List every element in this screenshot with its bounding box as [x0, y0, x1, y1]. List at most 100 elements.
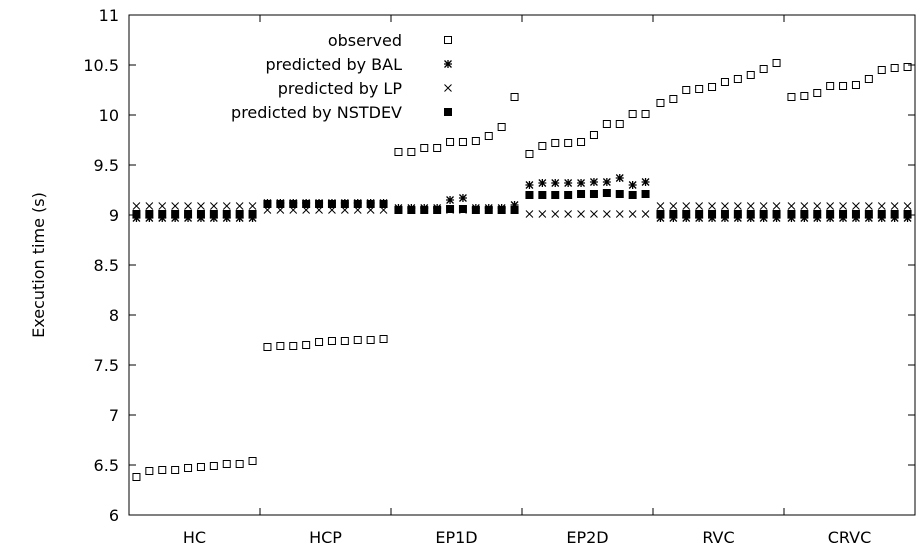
data-point: [564, 191, 573, 199]
data-point: [551, 191, 560, 199]
data-point: [733, 75, 742, 83]
data-point: [890, 210, 899, 218]
data-point: [864, 210, 873, 218]
y-tick-label: 9.5: [94, 156, 119, 175]
data-point: [471, 206, 480, 214]
data-point: [551, 179, 560, 187]
y-tick-label: 10.5: [83, 56, 119, 75]
legend-marker: [444, 108, 452, 116]
data-point: [538, 210, 547, 218]
data-point: [458, 138, 467, 146]
data-point: [800, 202, 809, 210]
data-point: [209, 202, 218, 210]
data-point: [682, 202, 691, 210]
data-point: [171, 202, 180, 210]
data-point: [877, 66, 886, 74]
data-point: [394, 148, 403, 156]
data-point: [746, 202, 755, 210]
data-point: [222, 202, 231, 210]
y-tick-label: 8.5: [94, 256, 119, 275]
data-point: [158, 202, 167, 210]
data-point: [877, 210, 886, 218]
y-axis: 6 6.5 7 7.5 8 8.5 9 9.5 10 10.5 11: [83, 6, 915, 525]
data-point: [196, 210, 205, 218]
data-point: [615, 210, 624, 218]
legend-label: predicted by LP: [278, 79, 403, 98]
data-point: [695, 210, 704, 218]
data-point: [641, 110, 650, 118]
data-point: [813, 202, 822, 210]
data-point: [525, 210, 534, 218]
data-point: [903, 202, 912, 210]
data-point: [407, 206, 416, 214]
data-point: [759, 202, 768, 210]
data-point: [209, 462, 218, 470]
legend-marker: [444, 60, 452, 68]
data-point: [590, 210, 598, 218]
data-point: [497, 206, 506, 214]
data-point: [864, 202, 873, 210]
data-point: [852, 202, 860, 210]
data-point: [708, 83, 717, 91]
data-point: [525, 150, 534, 158]
data-point: [577, 179, 586, 187]
data-point: [327, 337, 336, 345]
data-point: [510, 201, 519, 209]
data-point: [538, 142, 547, 150]
data-point: [813, 89, 822, 97]
data-point: [615, 174, 624, 182]
data-point: [379, 335, 388, 343]
y-axis-label: Execution time (s): [29, 192, 48, 338]
data-point: [839, 202, 847, 210]
data-point: [289, 342, 298, 350]
data-point: [366, 336, 375, 344]
data-point: [641, 210, 650, 218]
data-point: [628, 191, 637, 199]
data-point: [839, 82, 848, 90]
data-point: [340, 337, 349, 345]
data-point: [800, 92, 809, 100]
data-point: [302, 341, 311, 349]
data-point: [839, 210, 848, 218]
data-point: [669, 95, 678, 103]
data-point: [446, 196, 455, 204]
data-point: [628, 210, 637, 218]
data-point: [787, 202, 796, 210]
data-point: [302, 200, 311, 208]
legend-label: predicted by NSTDEV: [231, 103, 402, 122]
data-point: [656, 99, 665, 107]
data-point: [340, 200, 349, 208]
data-point: [276, 200, 285, 208]
data-point: [145, 202, 154, 210]
data-point: [407, 148, 416, 156]
data-point: [235, 460, 244, 468]
y-tick-label: 8: [109, 306, 119, 325]
data-point: [669, 210, 678, 218]
data-point: [353, 200, 362, 208]
data-point: [656, 202, 665, 210]
x-tick-label: EP2D: [566, 528, 608, 547]
data-point: [235, 202, 244, 210]
plot-border: [128, 14, 916, 516]
data-point: [903, 63, 912, 71]
data-point: [733, 202, 742, 210]
data-point: [890, 64, 899, 72]
series-predicted-by-nstdev: [132, 189, 912, 218]
data-point: [145, 467, 154, 475]
data-point: [525, 181, 534, 189]
data-point: [497, 123, 506, 131]
data-point: [433, 144, 442, 152]
data-point: [471, 137, 480, 145]
data-point: [564, 139, 573, 147]
data-point: [551, 210, 560, 218]
data-point: [682, 210, 691, 218]
data-point: [577, 190, 586, 198]
data-point: [628, 181, 637, 189]
data-point: [564, 179, 573, 187]
data-point: [184, 210, 193, 218]
data-point: [538, 179, 547, 187]
data-point: [222, 210, 231, 218]
data-point: [721, 202, 729, 210]
data-point: [158, 210, 167, 218]
